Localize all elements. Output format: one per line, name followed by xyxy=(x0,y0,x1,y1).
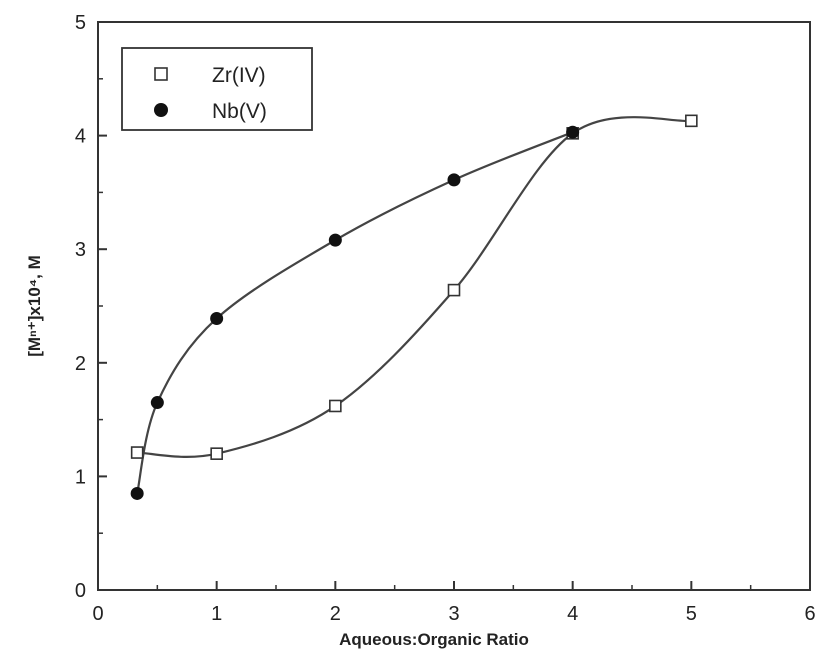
zr-point xyxy=(447,283,461,297)
nb-point xyxy=(447,173,461,187)
nb-point xyxy=(566,125,580,139)
zr-point xyxy=(130,446,144,459)
legend: Zr(IV) Nb(V) xyxy=(121,47,313,131)
fit-curves xyxy=(136,116,692,494)
y-axis-title: [Mⁿ⁺]x10⁴, M xyxy=(25,255,44,357)
x-tick-label: 5 xyxy=(686,603,697,625)
y-tick-label: 2 xyxy=(75,353,86,375)
x-tick-label: 1 xyxy=(211,603,222,625)
legend-label: Nb(V) xyxy=(212,100,267,123)
legend-label: Zr(IV) xyxy=(212,64,266,87)
nb-point xyxy=(210,311,224,325)
nb-point xyxy=(150,396,164,410)
legend-marker-nb xyxy=(154,103,168,117)
x-axis-title: Aqueous:Organic Ratio xyxy=(339,630,529,649)
x-tick-label: 4 xyxy=(567,603,578,625)
axes: 0 1 2 3 4 5 6 0 1 2 3 4 5 xyxy=(75,12,816,625)
x-tick-label: 6 xyxy=(804,603,815,625)
nb-point xyxy=(328,233,342,247)
fit-curve-nb xyxy=(136,131,574,494)
data-marks xyxy=(130,114,698,500)
x-tick-label: 3 xyxy=(448,603,459,625)
fit-curve-zr xyxy=(137,116,692,458)
y-tick-label: 4 xyxy=(75,126,86,148)
y-tick-label: 0 xyxy=(75,580,86,602)
zr-point xyxy=(685,114,698,128)
y-tick-label: 3 xyxy=(75,239,86,261)
zr-point xyxy=(329,399,342,413)
x-tick-label: 2 xyxy=(330,603,341,625)
y-tick-label: 5 xyxy=(75,12,86,34)
legend-box xyxy=(121,47,313,131)
x-tick-label: 0 xyxy=(92,603,103,625)
legend-marker-zr xyxy=(154,67,168,81)
zr-point xyxy=(210,447,223,460)
nb-point xyxy=(130,486,144,500)
y-tick-label: 1 xyxy=(75,466,86,488)
